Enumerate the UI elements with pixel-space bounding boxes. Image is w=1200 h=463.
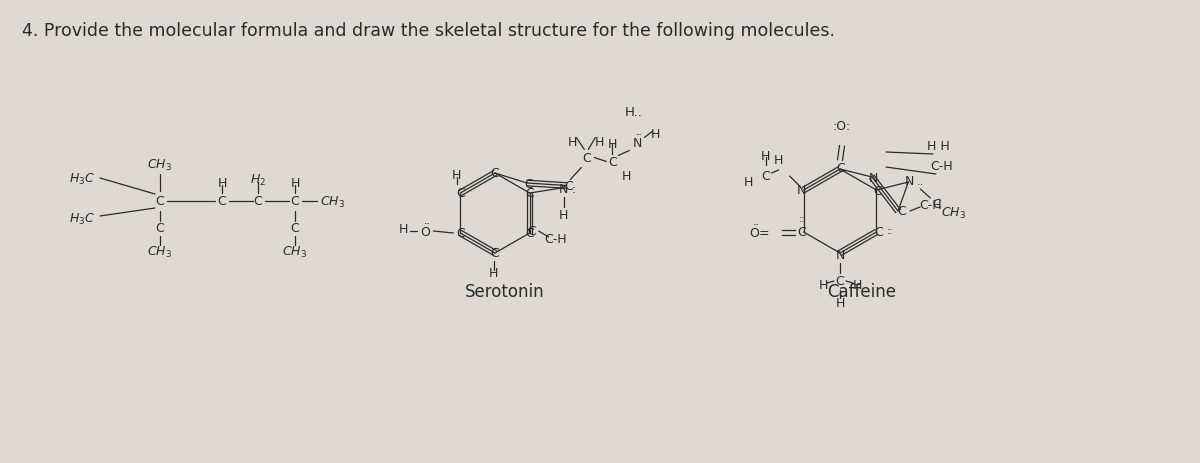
Text: C: C [217, 195, 227, 208]
Text: C: C [582, 152, 590, 165]
Text: N: N [869, 172, 877, 185]
Text: $\ddot{\rm N}$: $\ddot{\rm N}$ [632, 134, 642, 150]
Text: C: C [156, 222, 164, 235]
Text: $CH_3$: $CH_3$ [941, 205, 966, 220]
Text: $H_3C$: $H_3C$ [68, 171, 95, 186]
Text: C: C [290, 222, 299, 235]
Text: ::: :: [887, 225, 894, 236]
Text: N: N [797, 184, 806, 197]
Text: H: H [774, 154, 784, 167]
Text: H: H [852, 279, 862, 292]
Text: H: H [398, 223, 408, 236]
Text: N: N [559, 183, 569, 196]
Text: H: H [290, 177, 300, 190]
Text: H: H [607, 138, 617, 150]
Text: H: H [650, 128, 660, 141]
Text: C: C [456, 187, 464, 200]
Text: H: H [595, 136, 604, 149]
Text: C: C [253, 195, 263, 208]
Text: Serotonin: Serotonin [466, 282, 545, 300]
Text: H..: H.. [624, 106, 642, 119]
Text: H: H [818, 279, 828, 292]
Text: H: H [622, 169, 631, 182]
Text: C: C [156, 195, 164, 208]
Text: C: C [608, 156, 617, 169]
Text: :O:: :O: [833, 120, 851, 133]
Text: C: C [761, 170, 770, 183]
Text: $H_2$: $H_2$ [250, 172, 266, 187]
Text: $CH_3$: $CH_3$ [148, 244, 173, 259]
Text: C-H: C-H [919, 199, 942, 212]
Text: H: H [451, 169, 461, 182]
Text: C: C [872, 185, 882, 198]
Text: C: C [835, 275, 845, 288]
Text: $CH_3$: $CH_3$ [320, 194, 346, 209]
Text: C: C [456, 227, 464, 240]
Text: H: H [488, 267, 498, 280]
Text: :: : [571, 183, 576, 196]
Text: $\ddot{\rm O}$=: $\ddot{\rm O}$= [749, 224, 770, 241]
Text: H: H [761, 150, 770, 163]
Text: Caffeine: Caffeine [828, 282, 896, 300]
Text: C: C [290, 195, 299, 208]
Text: C: C [564, 180, 572, 193]
Text: ::: :: [798, 213, 805, 224]
Text: ..: .. [917, 176, 924, 187]
Text: C-H: C-H [931, 160, 953, 173]
Text: C: C [526, 187, 534, 200]
Text: H: H [835, 297, 845, 310]
Text: C-H: C-H [545, 233, 566, 246]
Text: N: N [835, 249, 845, 262]
Text: H: H [217, 177, 227, 190]
Text: $\ddot{\rm O}$: $\ddot{\rm O}$ [420, 223, 431, 240]
Text: C: C [491, 247, 499, 260]
Text: $H_3C$: $H_3C$ [68, 211, 95, 226]
Text: H: H [568, 136, 577, 149]
Text: C: C [526, 227, 534, 240]
Text: C: C [836, 162, 845, 175]
Text: C: C [898, 205, 906, 218]
Text: 4. Provide the molecular formula and draw the skeletal structure for the followi: 4. Provide the molecular formula and dra… [22, 22, 835, 40]
Text: C: C [491, 167, 499, 180]
Text: N: N [905, 175, 914, 188]
Text: $CH_3$: $CH_3$ [282, 244, 307, 259]
Text: $CH_3$: $CH_3$ [148, 157, 173, 172]
Text: C: C [797, 226, 806, 239]
Text: H: H [559, 209, 569, 222]
Text: C: C [527, 225, 536, 238]
Text: H H: H H [926, 140, 949, 153]
Text: C: C [524, 178, 533, 191]
Text: C: C [932, 198, 941, 211]
Text: C: C [874, 226, 883, 239]
Text: H: H [744, 176, 754, 189]
